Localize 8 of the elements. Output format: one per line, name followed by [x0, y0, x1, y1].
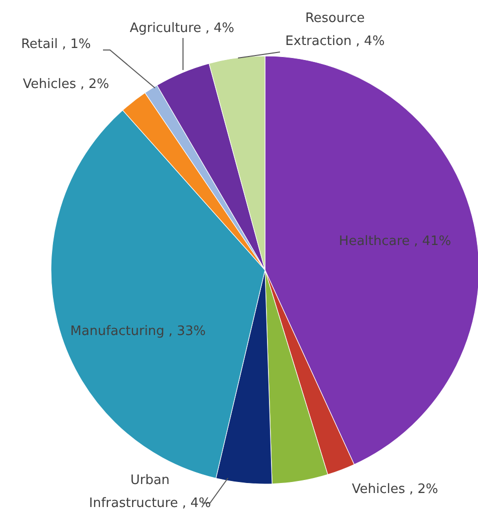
slice-label: Healthcare , 41% — [338, 234, 452, 249]
slice-label: Vehicles , 2% — [352, 482, 438, 497]
slice-label: Retail , 1% — [21, 37, 91, 52]
slice-label: Urban Infrastructure , 4% — [89, 473, 211, 511]
slice-label: Resource Extraction , 4% — [285, 11, 385, 49]
slice-label: Manufacturing , 33% — [70, 324, 206, 339]
slice-label: Agriculture , 4% — [130, 21, 234, 36]
slice-label: Vehicles , 2% — [22, 77, 110, 92]
